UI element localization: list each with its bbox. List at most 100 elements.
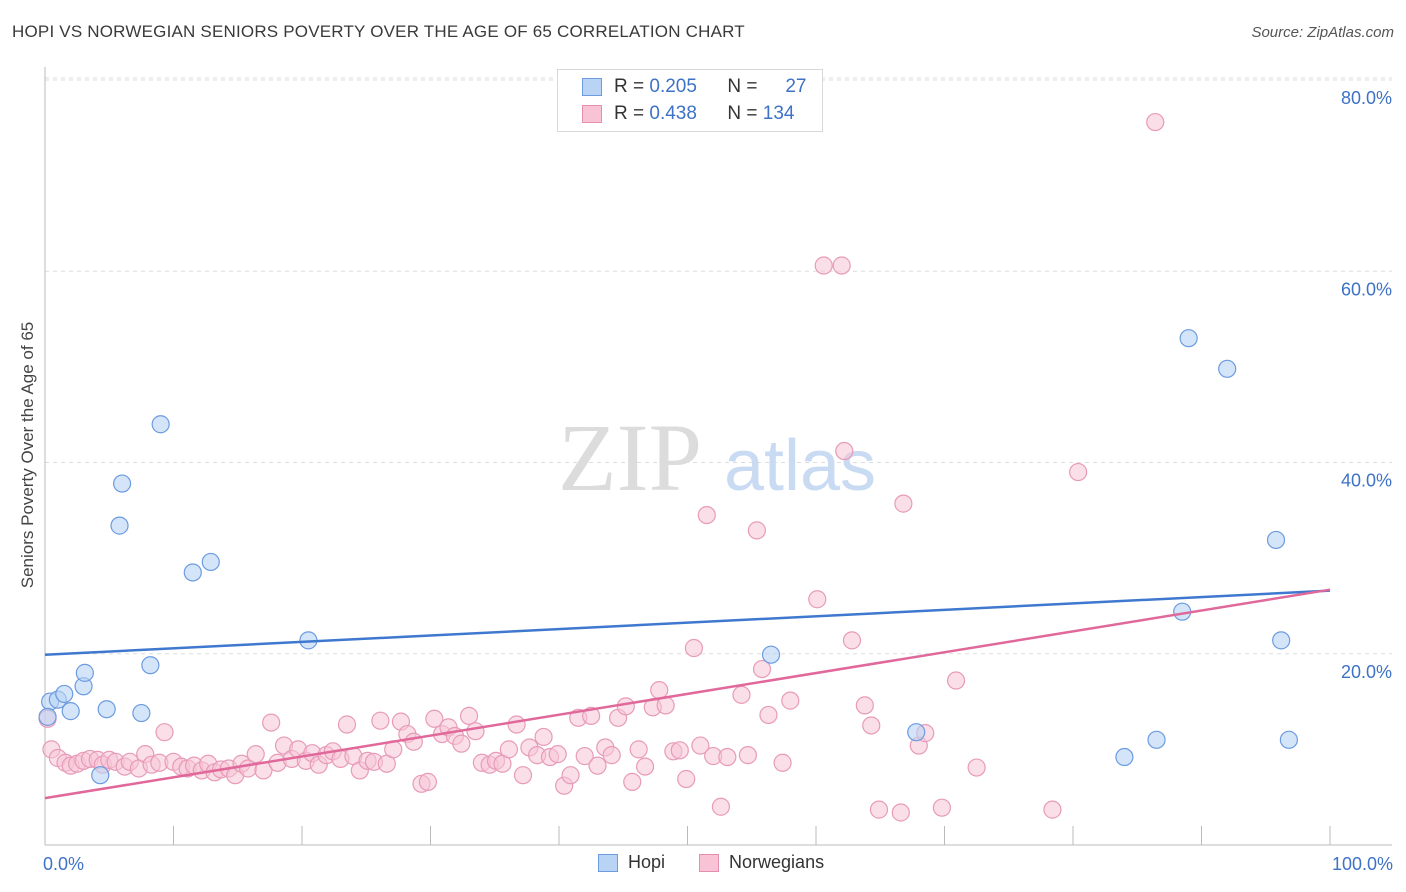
hopi-point [1279,730,1298,749]
norwegians-point [718,747,737,767]
hopi-point [61,702,80,721]
norwegians-point [684,638,704,658]
norwegians-point [629,740,648,759]
hopi-n-value: 27 [785,76,807,97]
norwegians-point [747,521,766,540]
norwegians-point [1069,462,1088,482]
norwegians-point [513,766,533,785]
hopi-point [110,516,129,535]
norwegians-point [946,671,966,690]
norwegians-point [507,715,526,734]
hopi-point [1179,329,1198,348]
norwegians-point [808,590,827,609]
hopi-legend-swatch [598,853,618,872]
norwegians-point [932,798,952,817]
hopi-point [1266,530,1286,550]
hopi-n-label: N = [727,76,758,97]
norwegians-legend-label: Norwegians [729,852,825,872]
norwegians-point [832,256,851,275]
norwegians-point [691,736,710,755]
chart-title: HOPI VS NORWEGIAN SENIORS POVERTY OVER T… [12,22,745,41]
norwegians-point [616,697,635,716]
y-tick-label: 80.0% [1341,88,1392,108]
norwegians-point [155,723,174,742]
y-tick-label: 20.0% [1341,662,1392,682]
hopi-legend-label: Hopi [628,852,666,872]
norwegians-trend-line [44,588,1331,800]
x-tick-label: 0.0% [43,854,84,874]
norwegians-point [452,734,471,753]
norwegians-point [781,691,800,710]
norwegians-n-value: 134 [762,103,795,124]
norwegians-point [337,715,357,734]
norwegians-point [548,745,567,764]
norwegians-point [862,716,881,735]
x-tick-label: 100.0% [1332,854,1393,874]
norwegians-point [814,256,833,275]
norwegians-point [855,696,874,715]
norwegians-r-value: 0.438 [649,103,697,124]
hopi-point [201,552,220,572]
hopi-point [907,723,926,742]
norwegians-point [650,680,669,700]
y-axis-label: Seniors Poverty Over the Age of 65 [18,322,37,588]
norwegians-point [738,746,757,765]
norwegians-point [677,769,696,789]
legend-row-norwegians: R = 0.438 N = 134 [582,101,794,127]
norwegians-point [670,741,689,760]
norwegians-point [371,711,390,730]
norwegians-point [869,800,889,819]
hopi-point [1272,631,1291,650]
norwegians-point [575,746,594,766]
norwegians-point [246,745,265,764]
norwegians-point [1146,112,1165,132]
y-tick-label: 60.0% [1341,279,1392,299]
norwegians-point [582,706,601,726]
norwegians-point [262,713,281,732]
hopi-r-value: 0.205 [649,76,697,97]
hopi-point [141,656,160,675]
norwegians-point [842,631,862,650]
norwegians-point [425,709,444,728]
hopi-point [1218,359,1237,378]
norwegians-point [759,705,778,725]
norwegians-point [588,756,607,775]
hopi-point [91,766,110,785]
norwegians-point [561,766,580,785]
hopi-point [75,663,94,682]
hopi-point [97,700,116,719]
norwegians-point [752,659,772,679]
norwegians-point [466,722,485,741]
norwegians-point [635,757,655,776]
norwegians-point [1043,800,1062,819]
hopi-point [1115,747,1134,767]
hopi-point [132,703,151,723]
legend-row-hopi: R = 0.205 N = 27 [582,74,806,100]
series-legend: Hopi Norwegians [598,852,858,873]
y-tick-label: 40.0% [1341,471,1392,491]
norwegians-swatch [582,105,602,123]
norwegians-point [418,772,438,791]
hopi-point [1147,730,1166,749]
legend-item-norwegians[interactable]: Norwegians [699,852,824,873]
hopi-trend-line [44,589,1331,656]
hopi-point [183,563,202,582]
norwegians-point [732,685,751,704]
hopi-r-label: R = [614,76,645,97]
norwegians-n-label: N = [727,103,758,124]
legend-item-hopi[interactable]: Hopi [598,852,665,873]
hopi-point [38,707,57,726]
norwegians-legend-swatch [699,853,720,872]
norwegians-point [891,803,910,822]
norwegians-point [623,772,642,791]
watermark-zip: ZIP [558,404,702,511]
norwegians-point [404,732,423,751]
norwegians-point [602,746,621,765]
norwegians-point [835,441,854,461]
correlation-legend: R = 0.205 N = 27 R = 0.438 N = 134 [557,69,823,132]
source-label: Source: ZipAtlas.com [1251,24,1394,41]
norwegians-point [499,740,518,759]
hopi-point [761,645,781,664]
norwegians-point [711,797,731,816]
